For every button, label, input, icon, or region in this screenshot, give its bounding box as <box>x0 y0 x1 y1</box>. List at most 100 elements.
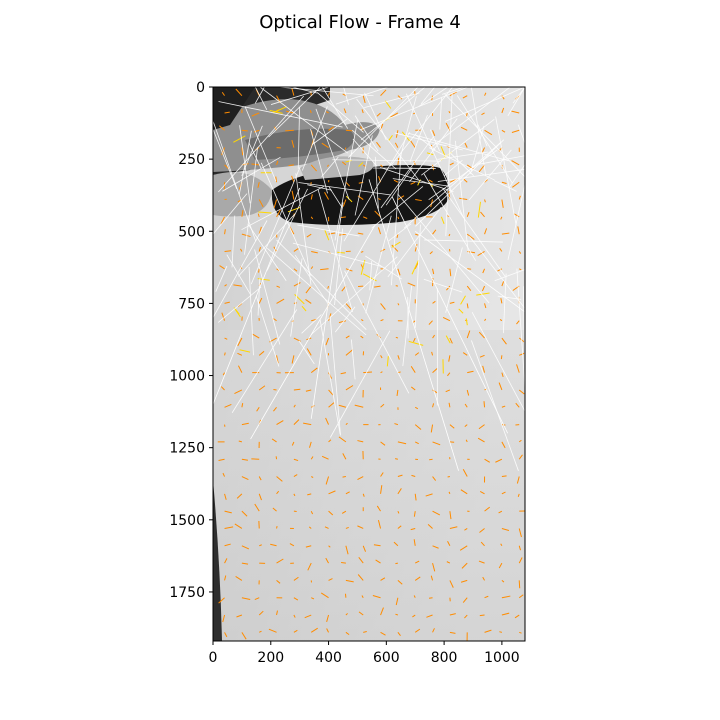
flow-vector <box>375 559 381 564</box>
track-line <box>409 118 458 183</box>
track-line <box>364 92 387 141</box>
strong-flow-vector <box>445 335 451 344</box>
flow-vector <box>430 575 434 581</box>
track-line <box>402 286 412 367</box>
flow-vector <box>293 404 296 408</box>
track-line <box>322 87 349 129</box>
flow-vector <box>481 112 485 116</box>
flow-vector <box>478 164 485 173</box>
flow-vector <box>412 320 416 323</box>
flow-vector <box>320 268 329 271</box>
track-line <box>238 130 252 195</box>
flow-vector <box>462 597 468 603</box>
flow-vector <box>484 318 487 321</box>
flow-vector <box>380 631 386 636</box>
track-line <box>429 129 440 152</box>
flow-vector <box>480 211 485 218</box>
flow-vector <box>414 244 418 252</box>
track-line <box>218 101 343 128</box>
strong-flow-vector <box>269 109 283 114</box>
flow-vector <box>241 562 249 565</box>
flow-vector <box>345 491 350 495</box>
flow-vector <box>459 197 468 201</box>
flow-vector <box>448 110 451 114</box>
flow-vector <box>397 268 401 276</box>
flow-vector <box>222 372 225 376</box>
flow-vector <box>446 561 451 564</box>
flow-vector <box>345 129 353 132</box>
flow-vector <box>482 365 486 373</box>
flow-vector <box>499 631 503 633</box>
flow-vector <box>241 233 251 238</box>
flow-vector <box>397 474 403 478</box>
track-line <box>310 128 328 194</box>
track-line <box>248 142 262 169</box>
flow-vector <box>258 610 264 616</box>
flow-vector <box>241 545 250 550</box>
flow-vector <box>377 227 382 235</box>
track-line <box>495 116 517 225</box>
track-line <box>414 230 525 313</box>
flow-vector <box>394 142 399 148</box>
track-line <box>392 178 450 187</box>
flow-vector <box>359 126 364 131</box>
flow-vector <box>394 458 398 460</box>
flow-vector <box>395 130 399 138</box>
flow-vector <box>397 441 407 445</box>
x-tick-label: 800 <box>431 650 458 666</box>
flow-vector <box>376 141 381 148</box>
flow-vector <box>362 164 366 167</box>
flow-vector <box>397 157 400 165</box>
flow-vector <box>363 631 367 633</box>
track-line <box>297 224 360 237</box>
flow-vector <box>328 402 335 408</box>
flow-vector <box>224 301 230 304</box>
flow-vector <box>410 386 416 391</box>
flow-vector <box>511 129 520 133</box>
flow-vector <box>432 367 438 374</box>
flow-vector <box>218 458 225 461</box>
flow-vector <box>293 493 296 497</box>
track-line <box>255 295 280 367</box>
strong-flow-vector <box>233 135 246 143</box>
flow-vector <box>517 226 520 235</box>
track-line <box>423 173 477 261</box>
flow-vector <box>396 234 399 238</box>
flow-vector <box>501 491 506 495</box>
flow-vector <box>305 285 312 294</box>
flow-vector <box>241 458 249 461</box>
flow-vector <box>397 510 400 514</box>
flow-vector <box>258 247 261 252</box>
flow-vector <box>516 476 520 484</box>
track-line <box>415 139 505 227</box>
flow-vector <box>328 232 336 235</box>
flow-vector <box>328 578 333 581</box>
flow-vector <box>374 210 381 218</box>
flow-vector <box>358 557 364 564</box>
track-line <box>213 220 268 318</box>
flow-overlays <box>213 87 525 641</box>
flow-vector <box>518 439 522 443</box>
strong-flow-vector <box>358 162 364 167</box>
flow-vector <box>258 493 262 501</box>
flow-vector <box>376 505 381 512</box>
flow-vector <box>321 142 329 149</box>
track-line <box>213 128 238 190</box>
flow-vector <box>407 282 416 287</box>
flow-vector <box>293 629 298 633</box>
flow-vector <box>293 268 298 272</box>
flow-vector <box>291 139 295 148</box>
track-line <box>369 261 373 291</box>
flow-vector <box>397 355 400 360</box>
flow-vector <box>377 198 381 200</box>
flow-vector <box>345 631 350 636</box>
flow-vector <box>414 560 420 564</box>
strong-flow-vector <box>408 340 424 346</box>
flow-vector <box>515 402 520 408</box>
flow-vector <box>237 365 243 373</box>
flow-vector <box>380 319 384 322</box>
flow-vector <box>362 493 365 497</box>
flow-vector <box>464 424 468 427</box>
flow-vector <box>293 248 299 252</box>
y-tick-label: 1000 <box>169 369 205 385</box>
